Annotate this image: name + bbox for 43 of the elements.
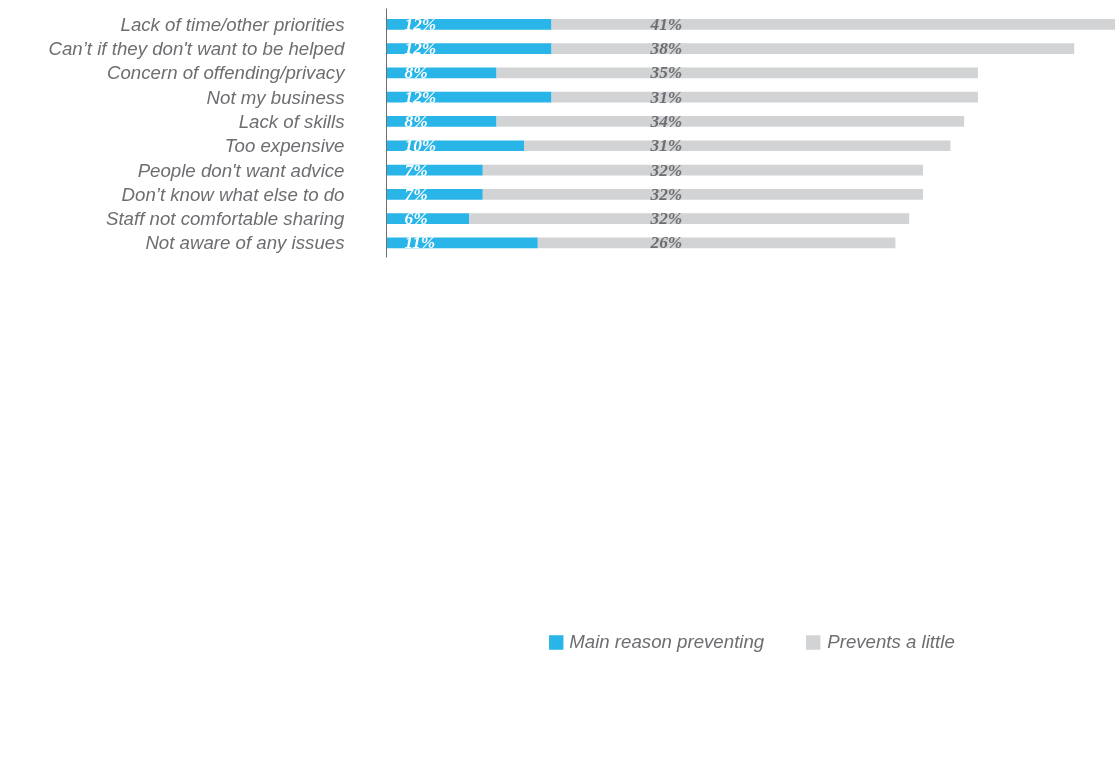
y-tick-label: Not aware of any issues [145,232,345,254]
y-tick-label: Don’t know what else to do [121,183,345,205]
y-tick-label: Lack of skills [238,110,345,132]
data-label: 12% [404,87,437,107]
data-label: 7% [404,160,428,180]
data-label: 31% [649,87,683,107]
data-label: 41% [649,14,683,34]
data-label: 11% [404,233,436,253]
data-label: 12% [404,14,437,34]
bar [551,18,1115,30]
y-tick-label: Lack of time/other priorities [120,13,345,35]
bar [386,91,552,103]
bar [496,116,965,127]
bar [482,188,923,200]
data-label: 35% [649,63,683,83]
data-label: 8% [404,63,428,83]
bar [469,213,910,224]
data-label: 12% [404,39,437,59]
y-tick-label: Too expensive [224,135,345,157]
data-label: 38% [649,39,683,59]
data-label: 34% [649,111,683,131]
bar [551,43,1075,54]
data-label: 32% [649,209,683,229]
y-tick-label: Concern of offending/privacy [107,62,347,84]
bar [386,43,552,54]
bar [524,140,951,152]
legend-label: Main reason preventing [569,630,765,653]
data-label: 26% [649,233,683,253]
data-label: 32% [649,160,683,180]
data-label: 6% [404,209,428,229]
bar [386,18,552,30]
data-label: 10% [404,136,437,156]
legend-label: Prevents a little [827,630,955,653]
y-tick-label: Not my business [206,86,345,108]
bar [496,67,978,79]
data-label: 31% [649,136,683,156]
bar [551,91,978,103]
y-tick-label: Can’t if they don't want to be helped [48,38,346,60]
data-label: 8% [404,111,428,131]
data-label: 7% [404,184,428,204]
y-tick-label: Staff not comfortable sharing [105,208,346,230]
y-tick-label: People don't want advice [137,159,345,181]
data-label: 32% [649,184,683,204]
